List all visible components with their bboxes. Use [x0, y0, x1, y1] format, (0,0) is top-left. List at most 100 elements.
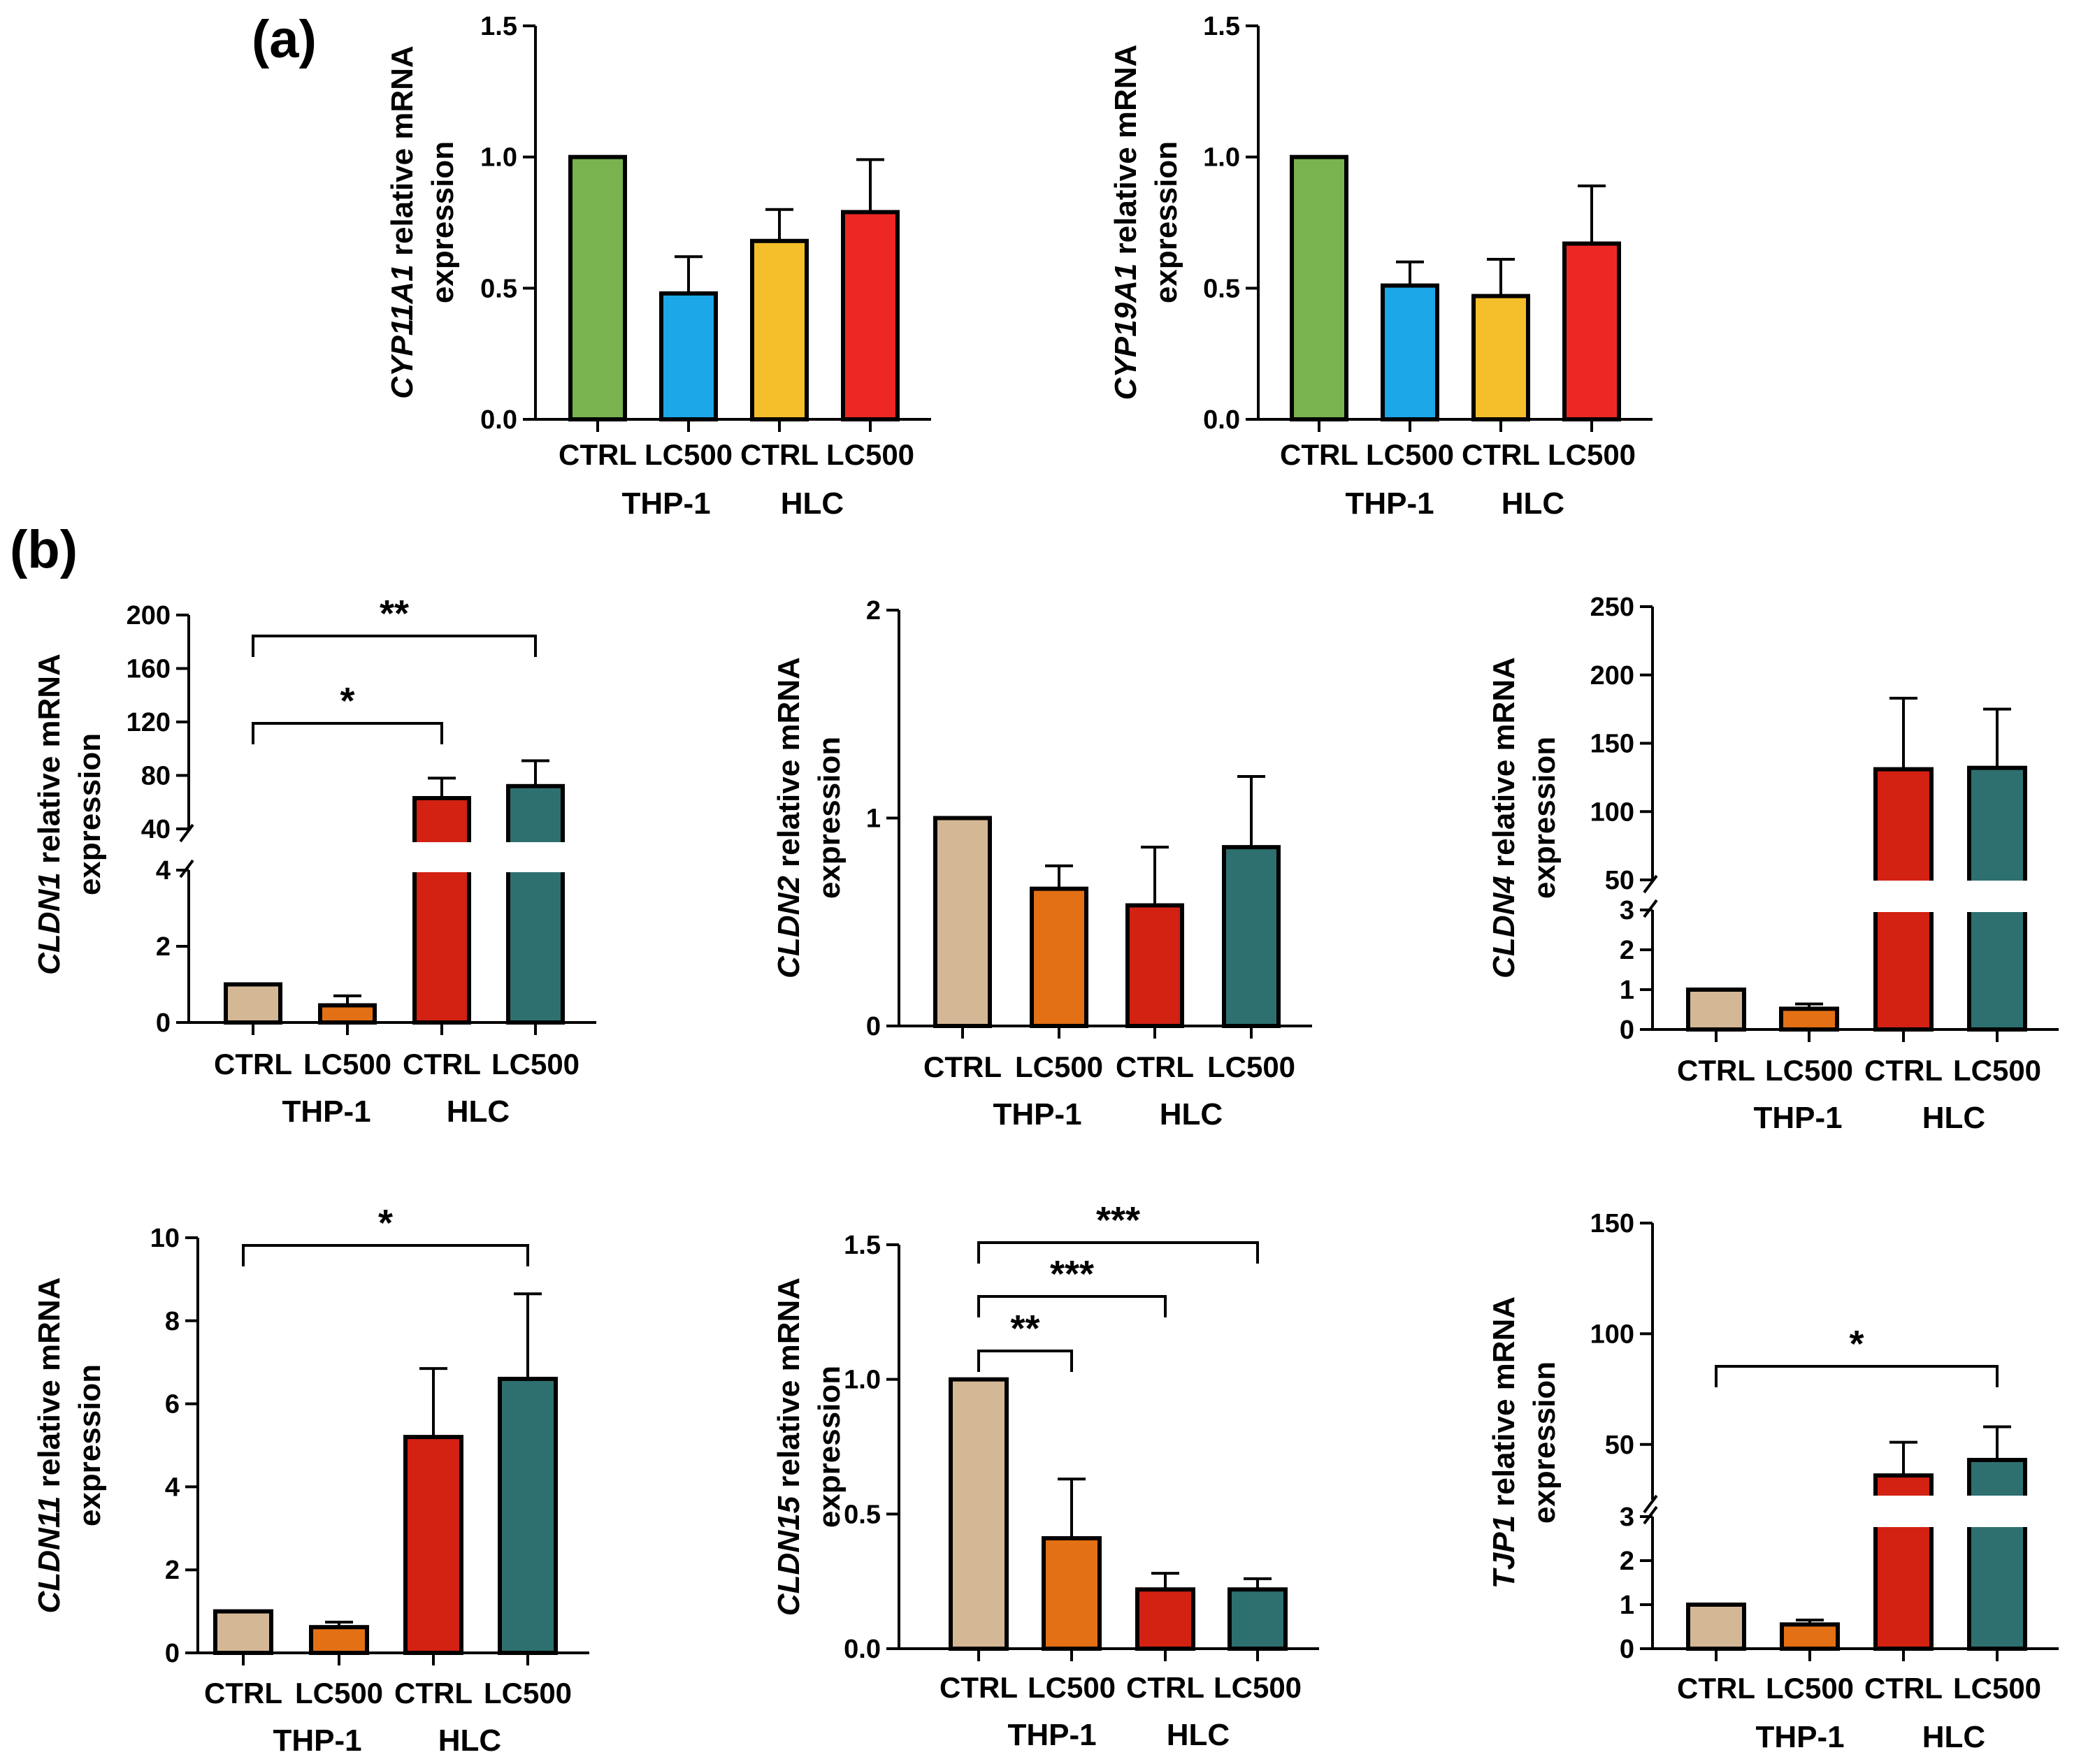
- y-tick-label: 1.5: [1203, 12, 1240, 41]
- x-category-label: CTRL: [740, 438, 819, 471]
- y-axis-title-suffix: relative mRNA: [772, 1278, 806, 1496]
- y-tick-label: 8: [165, 1307, 180, 1336]
- y-tick-label: 0: [1620, 1015, 1634, 1045]
- chart-cldn15: 0.0 0.5 1.0 1.5 CTRL LC500 CTRL LC500 THP-1 HLC CL…: [772, 1199, 1319, 1752]
- bar-4: [1562, 241, 1621, 421]
- y-axis-title-gene: TJP1: [1487, 1515, 1521, 1589]
- x-group-label: THP-1: [993, 1097, 1081, 1132]
- significance-bracket: [1715, 1365, 1999, 1387]
- bar-4: [498, 1376, 558, 1655]
- y-tick-label: 2: [866, 596, 881, 626]
- y-tick-label: 150: [1590, 730, 1634, 759]
- x-category-label: LC500: [1766, 1672, 1854, 1705]
- x-category-label: LC500: [826, 438, 914, 471]
- y-tick-label: 200: [127, 601, 171, 630]
- x-category-label: LC500: [1366, 438, 1454, 471]
- y-tick-label: 0.0: [844, 1635, 881, 1664]
- y-axis-title: TJP1 relative mRNA: [1487, 1296, 1521, 1589]
- y-tick-label: 3: [1620, 1503, 1634, 1532]
- significance-bracket: [252, 635, 537, 657]
- y-tick-label: 3: [1620, 896, 1634, 925]
- chart-cldn11: 0 2 4 6 8 10 CTRL LC500 CTRL LC500 THP-1 HLC CLDN11 …: [32, 1202, 589, 1758]
- y-axis-title-line2: expression: [426, 141, 460, 303]
- y-tick-label: 200: [1590, 661, 1634, 691]
- significance-label: ***: [1096, 1199, 1140, 1241]
- x-group-label: THP-1: [621, 486, 710, 521]
- x-category-label: CTRL: [394, 1677, 473, 1709]
- y-tick-label: 50: [1605, 866, 1634, 895]
- x-category-label: CTRL: [1677, 1054, 1755, 1087]
- x-category-label: CTRL: [1126, 1671, 1204, 1704]
- x-group-label: HLC: [1922, 1101, 1985, 1135]
- y-tick-label: 160: [127, 655, 171, 684]
- bar-2: [1780, 1622, 1840, 1651]
- y-tick-label: 6: [165, 1390, 180, 1419]
- x-category-label: LC500: [1765, 1054, 1853, 1087]
- panel-label-a: (a): [252, 10, 317, 69]
- y-axis-title: CYP19A1 relative mRNA: [1109, 45, 1143, 400]
- y-axis-title: CLDN11 relative mRNA: [32, 1278, 66, 1614]
- y-tick-label: 2: [1620, 1547, 1634, 1576]
- y-tick-label: 0: [866, 1012, 881, 1041]
- axis-break-mark-1: [179, 823, 194, 843]
- chart-tjp1: 0 1 2 3 50 100 150 CTRL LC500 CTRL LC500 THP-1 HLC TJ…: [1487, 1209, 2063, 1754]
- y-tick-label: 0.0: [480, 405, 517, 435]
- x-group-label: HLC: [1502, 486, 1564, 521]
- y-axis-title-line2: expression: [73, 1364, 107, 1526]
- x-category-label: LC500: [295, 1677, 383, 1709]
- significance-label: *: [378, 1202, 393, 1244]
- x-category-label: LC500: [303, 1048, 391, 1080]
- y-axis-title-gene: CLDN2: [772, 876, 806, 978]
- x-group-label: THP-1: [1345, 486, 1434, 521]
- y-tick-label: 0: [156, 1008, 171, 1038]
- bar-3: [412, 796, 471, 1025]
- bar-2: [659, 291, 718, 421]
- bar-4: [1967, 1457, 2027, 1651]
- y-tick-label: 4: [156, 856, 171, 885]
- y-axis-title-gene: CLDN1: [32, 872, 66, 975]
- bar-4: [841, 210, 900, 421]
- y-axis-title-suffix: relative mRNA: [1109, 45, 1143, 263]
- x-category-label: CTRL: [204, 1677, 282, 1709]
- chart-cldn4: 0 1 2 350 100 150 200 250 CTRL LC500 CTRL LC500 THP-…: [1487, 593, 2063, 1135]
- bar-3: [750, 238, 809, 422]
- significance-bracket: [977, 1295, 1167, 1317]
- y-tick-label: 1: [1620, 976, 1634, 1005]
- axis-break-gap-axis: [1650, 883, 1655, 907]
- significance-bracket: [977, 1350, 1073, 1372]
- x-category-label: CTRL: [923, 1050, 1002, 1083]
- axis-break-gap-axis: [1650, 1503, 1655, 1514]
- y-tick-label: 150: [1590, 1209, 1634, 1238]
- x-group-label: THP-1: [273, 1723, 361, 1758]
- y-axis-title-gene: CYP11A1: [385, 264, 419, 398]
- y-axis-title-suffix: relative mRNA: [32, 653, 66, 872]
- y-axis-title-line2: expression: [1527, 1361, 1562, 1524]
- y-axis-title-suffix: relative mRNA: [1487, 1296, 1521, 1515]
- x-group-label: HLC: [447, 1094, 510, 1129]
- y-axis-title-gene: CLDN11: [32, 1496, 66, 1614]
- y-tick-label: 100: [1590, 1320, 1634, 1349]
- bar-1: [1290, 154, 1348, 422]
- y-tick-label: 50: [1605, 1431, 1634, 1460]
- y-axis-title: CYP11A1 relative mRNA: [385, 45, 419, 398]
- y-axis-title-suffix: relative mRNA: [772, 657, 806, 876]
- bar-3: [1471, 294, 1530, 421]
- y-axis-title-gene: CLDN15: [772, 1496, 806, 1616]
- significance-label: **: [380, 593, 409, 635]
- y-tick-label: 100: [1590, 797, 1634, 827]
- axis-break-mark-1: [1643, 874, 1658, 894]
- x-category-label: CTRL: [214, 1048, 292, 1080]
- y-axis-title-gene: CYP19A1: [1109, 263, 1143, 400]
- significance-bracket: [252, 722, 443, 744]
- y-axis-title-line2: expression: [812, 1366, 847, 1528]
- x-category-label: CTRL: [559, 438, 637, 471]
- y-tick-label: 250: [1590, 593, 1634, 622]
- bar-1: [213, 1609, 273, 1656]
- axis-break-gap: [193, 842, 600, 872]
- x-category-label: CTRL: [1280, 438, 1358, 471]
- axis-break-gap-axis: [186, 832, 192, 867]
- bar-2: [1030, 886, 1088, 1029]
- x-group-label: HLC: [1922, 1720, 1985, 1754]
